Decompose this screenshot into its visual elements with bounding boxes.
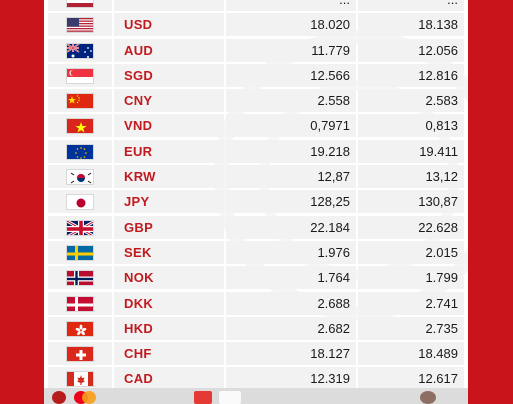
table-row: SEK 1.976 2.015 (48, 240, 464, 266)
buy-rate: 2.688 (317, 295, 350, 311)
table-row: VND 0,7971 0,813 (48, 114, 464, 139)
sell-rate: 18.138 (418, 17, 458, 33)
currency-code: VND (124, 118, 153, 134)
sell-rate: 22.628 (418, 219, 458, 235)
cn-flag-icon (66, 93, 94, 110)
kr-flag-icon (66, 169, 94, 186)
vn-flag-icon (66, 118, 94, 135)
buy-rate: 18.020 (310, 17, 350, 33)
card-icon-2 (219, 391, 241, 404)
sell-rate: 0,813 (425, 118, 458, 134)
buy-rate: 0,7971 (310, 118, 350, 134)
sell-rate: 12.056 (418, 42, 458, 58)
buy-rate: ... (339, 0, 350, 7)
sell-rate: 13,12 (425, 169, 458, 185)
currency-code: SEK (124, 244, 152, 260)
sell-rate: 2.741 (425, 295, 458, 311)
buy-rate: 12.319 (310, 371, 350, 387)
sell-rate: 2.015 (425, 244, 458, 260)
currency-code: KRW (124, 169, 156, 185)
sell-rate: ... (447, 0, 458, 7)
currency-code: CHF (124, 346, 152, 362)
sell-rate: 1.799 (425, 270, 458, 286)
exchange-rate-panel: ... ... USD 18.020 18.138 (44, 0, 468, 404)
currency-code: DKK (124, 295, 154, 311)
sg-flag-icon (66, 67, 94, 84)
au-flag-icon (66, 42, 94, 59)
currency-code: HKD (124, 320, 154, 336)
table-row: NOK 1.764 1.799 (48, 266, 464, 291)
table-row: CAD 12.319 12.617 (48, 367, 464, 392)
mastercard-icon-overlap (82, 391, 96, 404)
table-row: HKD 2.682 2.735 (48, 316, 464, 342)
currency-code: NOK (124, 270, 154, 286)
table-row: DKK 2.688 2.741 (48, 291, 464, 317)
table-row: GBP 22.184 22.628 (48, 215, 464, 241)
bank-logo-icon (52, 391, 66, 404)
sell-rate: 12.816 (418, 67, 458, 83)
avatar-icon (420, 391, 436, 404)
table-row: CNY 2.558 2.583 (48, 89, 464, 114)
currency-code: USD (124, 17, 153, 33)
buy-rate: 2.558 (317, 93, 350, 109)
table-row: EUR 19.218 19.411 (48, 139, 464, 165)
table-row: KRW 12,87 13,12 (48, 165, 464, 190)
dk-flag-icon (66, 295, 94, 312)
sell-rate: 12.617 (418, 371, 458, 387)
us-flag-icon (66, 17, 94, 34)
ca-flag-icon (66, 371, 94, 388)
ch-flag-icon (66, 346, 94, 363)
se-flag-icon (66, 244, 94, 261)
buy-rate: 18.127 (310, 346, 350, 362)
card-icon (194, 391, 212, 404)
currency-code: EUR (124, 143, 153, 159)
table-row: USD 18.020 18.138 (48, 13, 464, 38)
rates-table: ... ... USD 18.020 18.138 (48, 0, 464, 393)
sell-rate: 18.489 (418, 346, 458, 362)
buy-rate: 11.779 (311, 42, 350, 58)
buy-rate: 12,87 (317, 169, 350, 185)
sell-rate: 130,87 (418, 194, 458, 210)
table-row: SGD 12.566 12.816 (48, 63, 464, 89)
no-flag-icon (66, 270, 94, 287)
table-row: AUD 11.779 12.056 (48, 38, 464, 64)
buy-rate: 128,25 (310, 194, 350, 210)
payment-logos-strip (44, 388, 468, 404)
buy-rate: 2.682 (317, 320, 350, 336)
currency-code: GBP (124, 219, 154, 235)
currency-code: AUD (124, 42, 154, 58)
eu-flag-icon (66, 143, 94, 160)
buy-rate: 19.218 (310, 143, 350, 159)
currency-code: SGD (124, 67, 154, 83)
currency-code: CAD (124, 371, 154, 387)
buy-rate: 1.764 (317, 270, 350, 286)
table-row: ... ... (48, 0, 464, 13)
sell-rate: 2.583 (425, 93, 458, 109)
buy-rate: 12.566 (310, 67, 350, 83)
partial-flag-icon (66, 0, 94, 8)
sell-rate: 2.735 (425, 320, 458, 336)
buy-rate: 22.184 (310, 219, 350, 235)
jp-flag-icon (66, 194, 94, 211)
table-row: JPY 128,25 130,87 (48, 190, 464, 215)
sell-rate: 19.411 (419, 143, 458, 159)
hk-flag-icon (66, 320, 94, 337)
currency-code: JPY (124, 194, 150, 210)
buy-rate: 1.976 (317, 244, 350, 260)
currency-code: CNY (124, 93, 153, 109)
table-row: CHF 18.127 18.489 (48, 342, 464, 367)
gb-flag-icon (66, 219, 94, 236)
